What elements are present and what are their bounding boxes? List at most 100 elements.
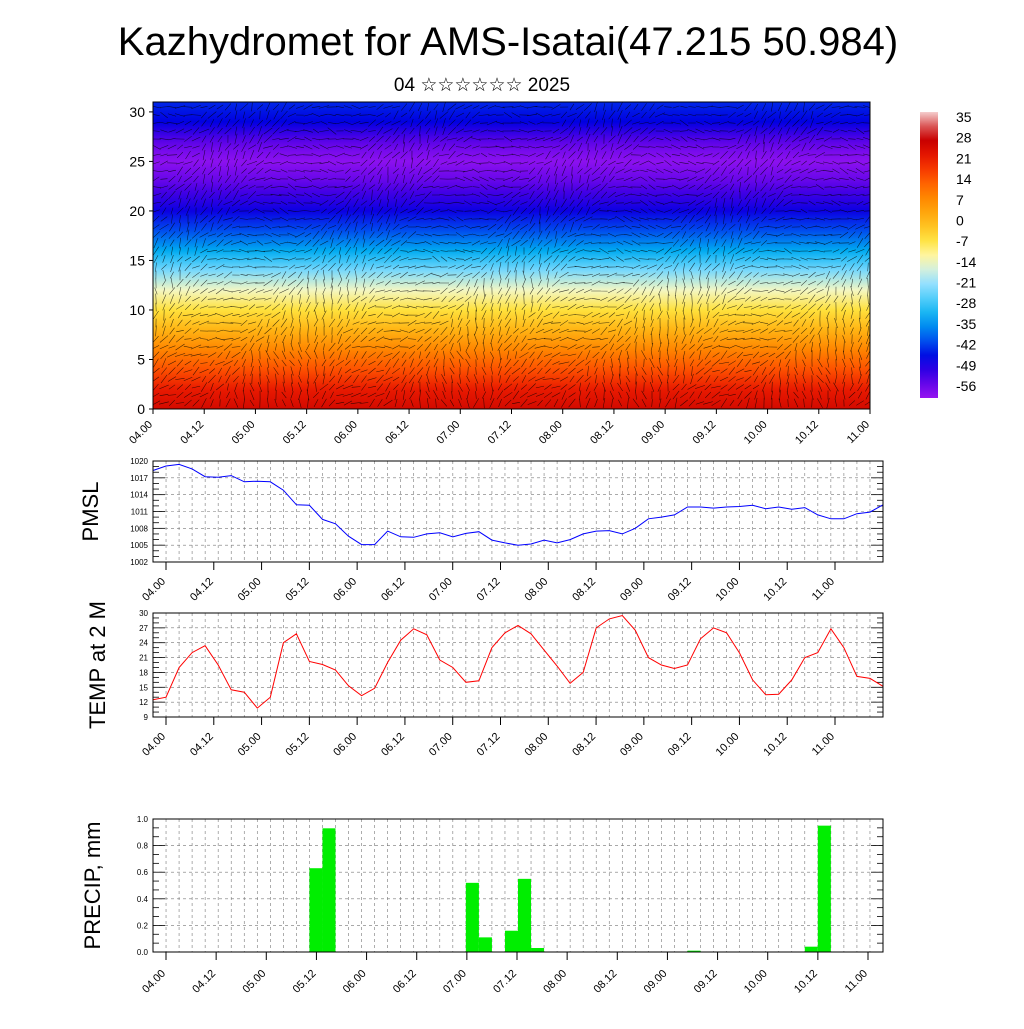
colorbar-label: -56 [956,378,976,394]
y-tick-label: 1.0 [137,815,149,824]
colorbar-label: -7 [956,233,969,249]
x-tick-label: 08.00 [522,731,550,759]
x-tick-label: 04.12 [188,731,216,759]
x-tick-label: 10.00 [742,968,770,996]
y-tick-label: 1011 [131,508,149,517]
x-tick-label: 06.00 [341,968,369,996]
y-tick-label: 15 [139,683,148,692]
x-tick-label: 10.12 [792,968,820,996]
x-tick-label: 05.12 [284,576,312,604]
x-tick-label: 06.12 [379,731,407,759]
x-tick-label: 10.00 [714,576,742,604]
x-tick-label: 04.12 [178,419,206,447]
y-tick-label: 10 [129,302,145,318]
colorbar-label: -14 [956,254,976,270]
x-tick-label: 06.12 [383,419,411,447]
x-tick-label: 11.00 [843,968,870,995]
grid [152,461,884,562]
x-tick-label: 07.12 [491,968,519,996]
x-tick-label: 05.12 [281,419,309,447]
x-tick-label: 10.12 [761,731,789,759]
x-tick-label: 04.00 [140,968,168,996]
y-tick-label: 30 [139,609,148,618]
y-tick-label: 1002 [130,558,148,567]
x-tick-label: 05.00 [236,576,264,604]
x-tick-label: 07.12 [486,419,514,447]
x-tick-label: 05.00 [230,419,258,447]
x-tick-label: 09.00 [618,576,646,604]
temperature-field [153,102,870,409]
chart-subtitle: 04 ☆☆☆☆☆☆ 2025 [394,75,570,96]
x-tick-label: 07.00 [434,419,462,447]
colorbar-label: -21 [956,275,976,291]
x-tick-label: 08.00 [541,968,569,996]
y-tick-label: 0.6 [137,868,149,877]
x-tick-label: 07.00 [427,576,455,604]
colorbar-label: 0 [956,212,964,228]
y-tick-label: 9 [144,713,149,722]
y-tick-label: 1014 [130,491,148,500]
colorbar: 35 28 21 14 7 0 -7 -14 -21 -28 -35 -42 -49 -56 [920,109,976,398]
y-tick-label: 30 [129,104,145,120]
colorbar-label: 14 [956,171,972,187]
minor-ticks [153,818,883,953]
x-tick-label: 04.00 [127,419,155,447]
y-tick-label: 27 [139,624,148,633]
minor-ticks [153,612,883,718]
x-tick-label: 09.12 [692,968,720,996]
x-tick-label: 10.00 [742,419,770,447]
y-tick-label: 1008 [130,524,148,533]
colorbar-label: 21 [956,150,972,166]
y-tick-label: 24 [139,639,148,648]
pmsl-panel: 1002 1005 1008 1011 1014 1017 1020 04.00 04.12 05… [78,457,884,604]
precip-bar [322,828,336,952]
x-tick-label: 06.00 [332,419,360,447]
colorbar-fill [920,112,938,398]
x-tick-label: 10.12 [761,576,789,604]
y-tick-label: 1020 [130,457,148,466]
x-tick-label: 07.12 [475,576,503,604]
x-tick-label: 06.12 [391,968,419,996]
y-tick-label: 5 [137,351,145,367]
colorbar-label: -35 [956,316,976,332]
colorbar-label: -28 [956,295,976,311]
precip-panel: 0.0 0.2 0.4 0.6 0.8 1.0 04.00 04.12 05.00 05.12 06… [80,815,884,996]
wind-vectors [153,102,870,409]
x-tick-label: 08.12 [570,731,598,759]
precip-bar [465,882,479,952]
x-tick-label: 06.12 [379,576,407,604]
x-tick-label: 04.00 [140,731,168,759]
precip-bar [478,937,492,952]
y-tick-label: 1017 [130,474,148,483]
cross-section-panel: 0 5 10 15 20 25 30 04.00 04.12 05.00 05.12 06.00 06.… [127,101,872,447]
x-tick-label: 07.12 [475,731,503,759]
x-tick-label: 11.00 [845,419,872,446]
panel-frame [152,460,884,563]
x-tick-label: 11.00 [810,731,837,758]
x-tick-label: 08.00 [522,576,550,604]
x-tick-label: 09.00 [639,419,667,447]
vector-strokes [153,102,870,409]
x-tick-label: 10.00 [714,731,742,759]
colorbar-label: 28 [956,130,972,146]
x-tick-label: 09.12 [666,731,694,759]
colorbar-label: 7 [956,192,964,208]
y-tick-label: 0.4 [137,895,149,904]
x-tick-label: 04.12 [188,576,216,604]
y-tick-label: 21 [139,654,148,663]
y-tick-label: 1005 [130,541,148,550]
precip-bar [804,946,818,952]
y-axis-label: PRECIP, mm [80,822,105,950]
x-tick-label: 05.12 [291,968,319,996]
precip-bar [518,878,532,952]
x-tick-label: 07.00 [427,731,455,759]
plot-area [153,613,883,717]
x-tick-label: 09.00 [618,731,646,759]
x-tick-label: 07.00 [441,968,469,996]
series-line [152,463,884,546]
x-tick-label: 05.12 [284,731,312,759]
x-tick-label: 10.12 [793,419,821,447]
panel-frame [152,818,884,953]
